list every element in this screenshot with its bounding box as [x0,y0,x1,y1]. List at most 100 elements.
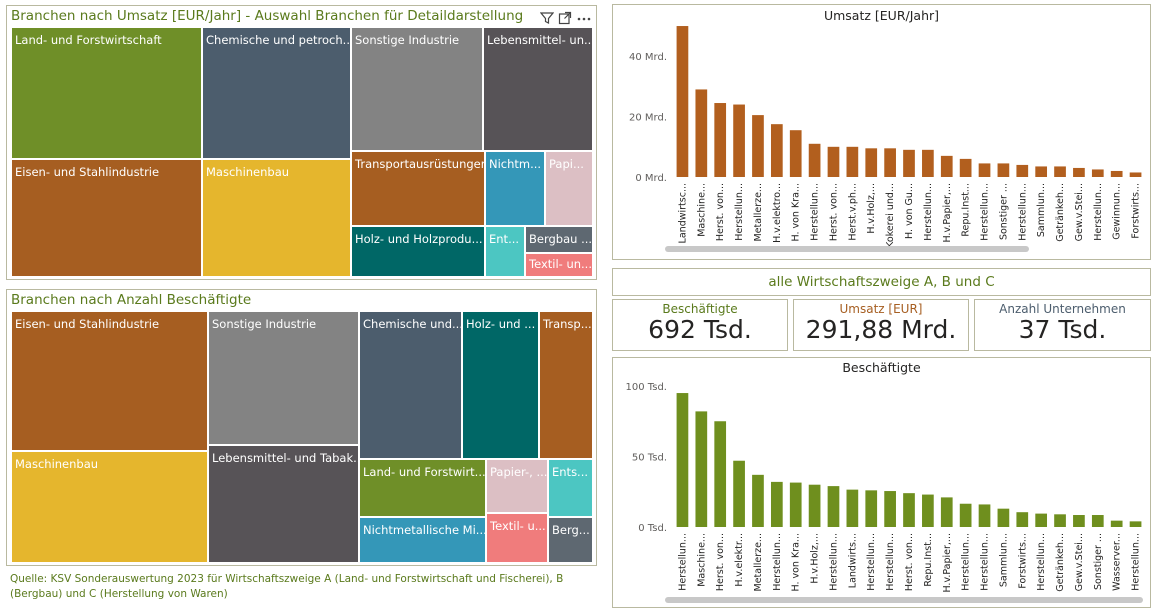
bar[interactable] [808,484,821,527]
x-tick-label: Getränkeh... [1055,533,1066,592]
bar[interactable] [884,491,896,527]
bar[interactable] [695,411,708,527]
bar[interactable] [903,493,915,527]
bar[interactable] [1129,521,1142,527]
bar[interactable] [1091,169,1104,177]
x-tick-label: H.v.Holz,... [810,533,821,584]
treemap-tile[interactable]: Holz- und Holzprodu... [351,226,485,277]
x-tick-label: H.v.elektro... [772,183,783,243]
revenue-chart-scrollbar[interactable] [665,246,1029,252]
bar[interactable] [1091,515,1104,527]
treemap-employees-panel: Branchen nach Anzahl Beschäftigte Eisen-… [6,289,597,566]
x-tick-label: Herstellun... [961,533,972,591]
x-tick-label: H. von Kra... [791,533,802,592]
bar[interactable] [827,486,840,527]
bar[interactable] [959,158,972,177]
bar[interactable] [1016,164,1029,177]
bar[interactable] [1110,520,1123,527]
bar[interactable] [940,155,953,177]
treemap-tile[interactable]: Textil- un... [525,253,593,277]
bar[interactable] [733,104,745,177]
treemap-tile[interactable]: Transp... [539,311,593,459]
bar[interactable] [1073,515,1085,527]
focus-mode-icon[interactable] [558,11,572,25]
bar[interactable] [789,482,802,527]
x-tick-label: Wasserver... [1112,533,1123,591]
bar[interactable] [1110,170,1123,177]
bar[interactable] [922,494,934,527]
bar[interactable] [752,115,764,177]
bar[interactable] [1073,167,1085,177]
x-tick-label: Sonstiger ... [1093,533,1104,590]
treemap-tile[interactable]: Berg... [548,517,593,563]
x-tick-label: Landwirtsc... [677,183,688,243]
treemap-tile[interactable]: Ents... [548,459,593,517]
treemap-tile[interactable]: Eisen- und Stahlindustrie [11,159,202,277]
treemap-tile[interactable]: Nichtm... [485,151,545,226]
bar[interactable] [752,474,764,527]
bar[interactable] [865,148,878,177]
bar[interactable] [676,26,689,177]
treemap-tile[interactable]: Land- und Forstwirtschaft [11,27,202,159]
treemap-tile[interactable]: Chemische und petroch... [202,27,351,159]
kpi-value: 37 Tsd. [1018,315,1107,344]
treemap-tile[interactable]: Lebensmittel- und Tabak... [208,445,359,563]
treemap-tile[interactable]: Ent... [485,226,525,277]
more-options-icon[interactable] [576,11,591,25]
treemap-tile[interactable]: Chemische und... [359,311,462,459]
bar[interactable] [676,393,689,527]
filter-icon[interactable] [539,11,555,25]
bar[interactable] [1016,512,1029,527]
bar[interactable] [922,149,934,177]
treemap-tile[interactable]: Transportausrüstungen [351,151,485,226]
bar[interactable] [714,103,727,177]
x-tick-label: Herstellun... [828,533,839,591]
bar[interactable] [940,497,953,527]
bar[interactable] [846,489,859,527]
x-tick-label: Gew.v.Stei... [1074,533,1085,591]
x-tick-label: Sonstiger ... [998,183,1009,240]
bar[interactable] [978,504,991,527]
treemap-tile[interactable]: Nichtmetallische Mi... [359,517,486,563]
treemap-tile[interactable]: Holz- und ... [462,311,539,459]
treemap-tile[interactable]: Papi... [545,151,593,226]
bar[interactable] [884,148,896,177]
x-tick-label: Herst. von... [715,533,726,591]
bar[interactable] [827,146,840,177]
treemap-tile[interactable]: Bergbau ... [525,226,593,253]
treemap-tile[interactable]: Papier-, ... [486,459,548,513]
treemap-tile[interactable]: Land- und Forstwirt... [359,459,486,517]
bar[interactable] [903,149,915,177]
bar[interactable] [978,163,991,177]
bar[interactable] [1054,166,1066,177]
treemap-tile[interactable]: Maschinenbau [11,451,208,563]
bar[interactable] [1035,166,1048,177]
bar[interactable] [808,143,821,177]
x-tick-label: Herstellun... [980,533,991,591]
bar[interactable] [997,508,1010,527]
treemap-tile[interactable]: Lebensmittel- un... [483,27,593,151]
treemap-tile[interactable]: Sonstige Industrie [351,27,483,151]
bar[interactable] [1035,513,1048,527]
treemap-tile[interactable]: Maschinenbau [202,159,351,277]
x-tick-label: Herst. von... [828,183,839,241]
employees-chart-scrollbar[interactable] [665,597,1143,603]
bar[interactable] [846,146,859,177]
bar[interactable] [1129,172,1142,177]
y-tick-label: 20 Mrd. [629,113,667,124]
bar[interactable] [733,460,745,527]
x-tick-label: H. von Kra... [791,183,802,242]
treemap-tile[interactable]: Textil- u... [486,513,548,563]
bar[interactable] [997,163,1010,177]
y-tick-label: 0 Tsd. [638,523,667,534]
bar[interactable] [789,130,802,177]
bar[interactable] [959,503,972,527]
treemap-tile[interactable]: Sonstige Industrie [208,311,359,445]
bar[interactable] [865,490,878,527]
treemap-tile[interactable]: Eisen- und Stahlindustrie [11,311,208,451]
bar[interactable] [770,481,783,527]
bar[interactable] [714,421,727,527]
bar[interactable] [770,124,783,177]
bar[interactable] [1054,514,1066,527]
bar[interactable] [695,89,708,177]
